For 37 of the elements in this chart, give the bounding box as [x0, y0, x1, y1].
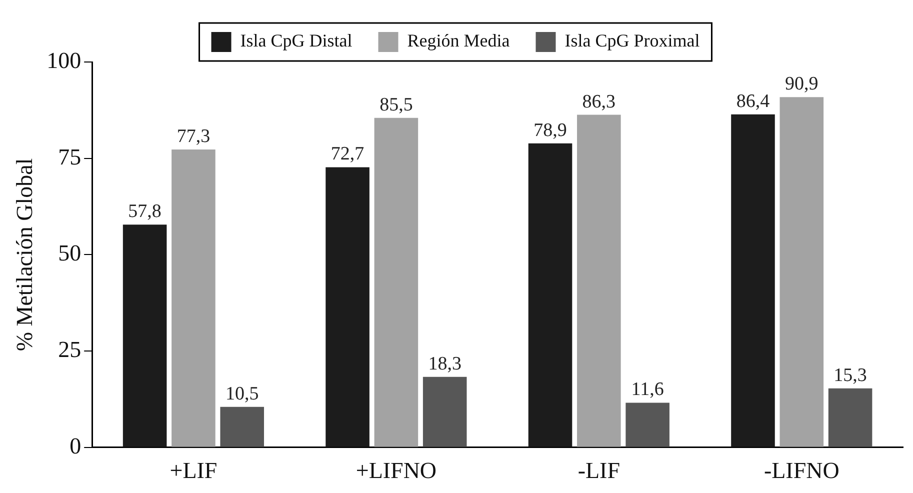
data-label: 77,3	[176, 126, 210, 147]
y-tick-label: 100	[46, 48, 82, 74]
legend-label: Región Media	[407, 30, 510, 51]
y-tick-label: 50	[58, 240, 82, 266]
bar	[172, 149, 216, 447]
data-label: 85,5	[380, 94, 413, 116]
data-label: 78,9	[534, 120, 567, 141]
legend-label: Isla CpG Distal	[240, 30, 352, 51]
data-label: 72,7	[330, 144, 364, 165]
bar	[374, 118, 418, 447]
data-label: 11,6	[631, 379, 664, 400]
bar	[577, 114, 621, 447]
x-tick-label: +LIFNO	[356, 458, 437, 484]
bar	[626, 402, 670, 447]
bar	[731, 114, 775, 447]
y-tick-label: 0	[70, 433, 82, 458]
bar	[528, 143, 572, 447]
data-label: 90,9	[785, 74, 818, 95]
data-label: 86,3	[582, 91, 616, 112]
bar	[422, 376, 467, 447]
y-axis-title: % Metilación Global	[12, 158, 37, 352]
bar	[326, 167, 370, 447]
y-tick-label: 25	[58, 337, 82, 362]
x-tick-label: -LIF	[578, 458, 620, 484]
data-label: 15,3	[834, 364, 867, 386]
bar	[780, 97, 824, 447]
legend-label: Isla CpG Proximal	[564, 30, 700, 51]
data-label: 18,3	[428, 353, 462, 374]
bar	[220, 406, 264, 447]
bar	[828, 388, 872, 447]
x-tick-label: +LIF	[170, 458, 218, 484]
data-label: 86,4	[736, 90, 770, 112]
data-label: 57,8	[128, 201, 162, 222]
data-label: 10,5	[225, 383, 259, 404]
y-tick-label: 75	[58, 144, 82, 170]
x-tick-label: -LIFNO	[764, 458, 840, 484]
bar	[122, 224, 167, 447]
